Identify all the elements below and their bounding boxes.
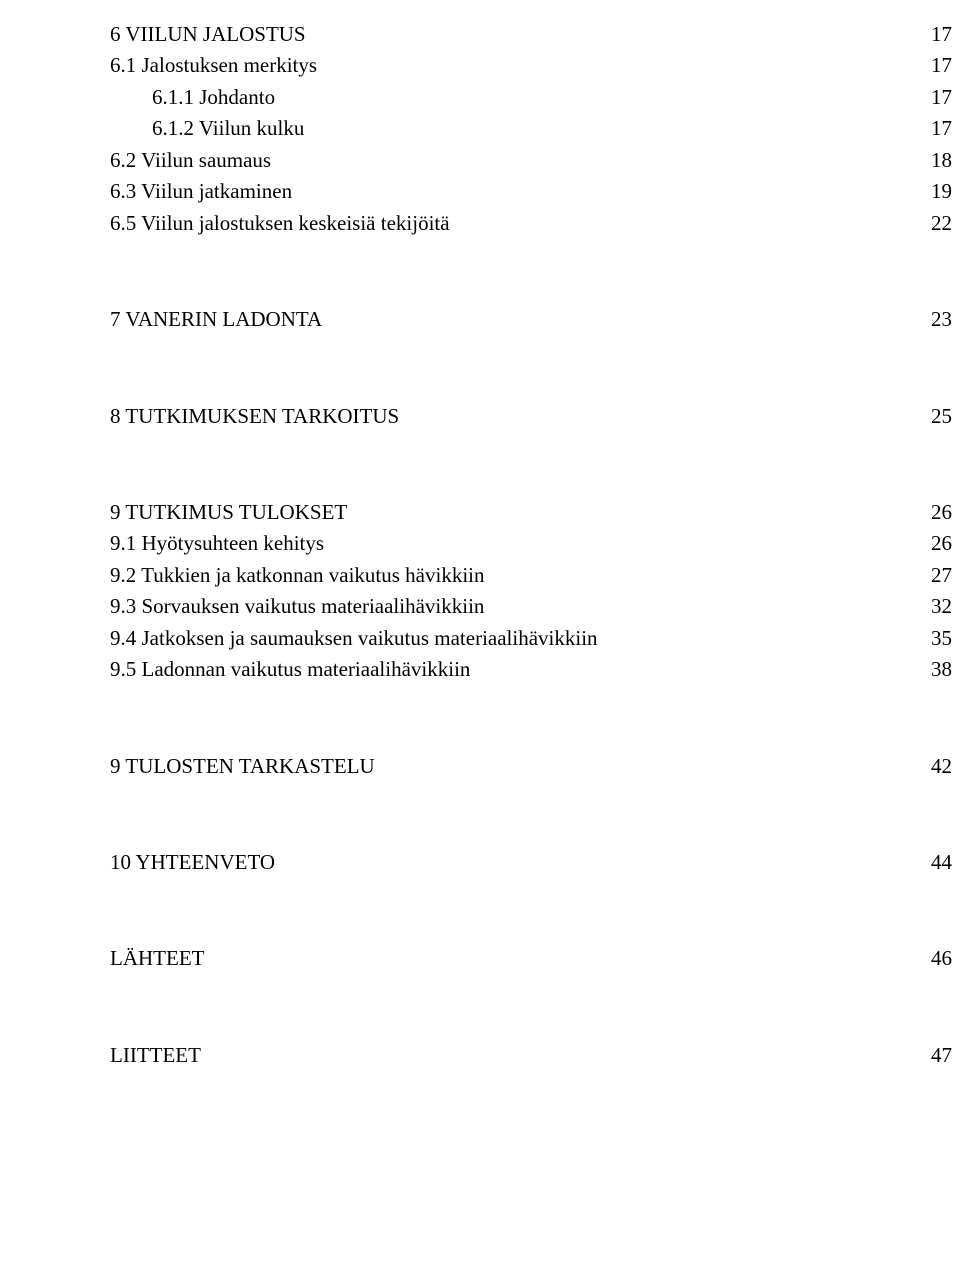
toc-label: 9.3 Sorvauksen vaikutus materiaalihävikk… [110, 591, 484, 621]
toc-label: 6.2 Viilun saumaus [110, 145, 271, 175]
toc-page-number: 35 [912, 623, 952, 653]
toc-row: LÄHTEET 46 [110, 943, 952, 973]
toc-page-number: 42 [912, 751, 952, 781]
toc-page-number: 26 [912, 528, 952, 558]
toc-page-number: 17 [912, 113, 952, 143]
toc-page-number: 22 [912, 208, 952, 238]
toc-gap [110, 239, 952, 303]
toc-label: 9 TULOSTEN TARKASTELU [110, 751, 375, 781]
toc-row: 7 VANERIN LADONTA 23 [110, 304, 952, 334]
toc-list: 6 VIILUN JALOSTUS176.1 Jalostuksen merki… [110, 19, 952, 1070]
toc-label: 9.1 Hyötysuhteen kehitys [110, 528, 324, 558]
toc-page-number: 32 [912, 591, 952, 621]
toc-label: 9 TUTKIMUS TULOKSET [110, 497, 347, 527]
toc-row: 8 TUTKIMUKSEN TARKOITUS 25 [110, 401, 952, 431]
toc-row: 9.3 Sorvauksen vaikutus materiaalihävikk… [110, 591, 952, 621]
toc-row: 9.4 Jatkoksen ja saumauksen vaikutus mat… [110, 623, 952, 653]
toc-gap [110, 975, 952, 1039]
toc-label: LIITTEET [110, 1040, 201, 1070]
toc-gap [110, 686, 952, 750]
toc-page-number: 17 [912, 82, 952, 112]
toc-label: 6.5 Viilun jalostuksen keskeisiä tekijöi… [110, 208, 450, 238]
toc-label: 6.3 Viilun jatkaminen [110, 176, 292, 206]
toc-row: 6.2 Viilun saumaus 18 [110, 145, 952, 175]
toc-page-number: 46 [912, 943, 952, 973]
toc-page-number: 47 [912, 1040, 952, 1070]
toc-row: 6.1.1 Johdanto 17 [110, 82, 952, 112]
toc-label: 6.1 Jalostuksen merkitys [110, 50, 317, 80]
toc-label: 7 VANERIN LADONTA [110, 304, 322, 334]
toc-gap [110, 782, 952, 846]
toc-row: 6.5 Viilun jalostuksen keskeisiä tekijöi… [110, 208, 952, 238]
toc-label: 9.4 Jatkoksen ja saumauksen vaikutus mat… [110, 623, 598, 653]
toc-page-number: 23 [912, 304, 952, 334]
toc-page-number: 17 [912, 50, 952, 80]
toc-row: 10 YHTEENVETO 44 [110, 847, 952, 877]
toc-row: 9 TUTKIMUS TULOKSET 26 [110, 497, 952, 527]
toc-label: 6.1.1 Johdanto [110, 82, 275, 112]
toc-page-number: 17 [912, 19, 952, 49]
toc-row: 9.5 Ladonnan vaikutus materiaalihävikkii… [110, 654, 952, 684]
toc-label: 10 YHTEENVETO [110, 847, 275, 877]
toc-page-number: 38 [912, 654, 952, 684]
toc-row: 9 TULOSTEN TARKASTELU 42 [110, 751, 952, 781]
toc-row: 6.1.2 Viilun kulku 17 [110, 113, 952, 143]
toc-page-number: 19 [912, 176, 952, 206]
toc-gap [110, 878, 952, 942]
toc-page-number: 25 [912, 401, 952, 431]
toc-page-number: 44 [912, 847, 952, 877]
toc-label: 9.5 Ladonnan vaikutus materiaalihävikkii… [110, 654, 470, 684]
toc-row: 6.1 Jalostuksen merkitys 17 [110, 50, 952, 80]
toc-page-number: 27 [912, 560, 952, 590]
toc-row: LIITTEET 47 [110, 1040, 952, 1070]
toc-page-number: 18 [912, 145, 952, 175]
toc-page: 6 VIILUN JALOSTUS176.1 Jalostuksen merki… [0, 0, 960, 1271]
toc-label: LÄHTEET [110, 943, 204, 973]
toc-gap [110, 336, 952, 400]
toc-label: 6.1.2 Viilun kulku [110, 113, 304, 143]
toc-label: 9.2 Tukkien ja katkonnan vaikutus hävikk… [110, 560, 484, 590]
toc-gap [110, 432, 952, 496]
toc-row: 6.3 Viilun jatkaminen 19 [110, 176, 952, 206]
toc-row: 9.2 Tukkien ja katkonnan vaikutus hävikk… [110, 560, 952, 590]
toc-row: 9.1 Hyötysuhteen kehitys 26 [110, 528, 952, 558]
toc-label: 8 TUTKIMUKSEN TARKOITUS [110, 401, 399, 431]
toc-page-number: 26 [912, 497, 952, 527]
toc-row: 6 VIILUN JALOSTUS 17 [110, 19, 952, 49]
toc-label: 6 VIILUN JALOSTUS [110, 19, 306, 49]
